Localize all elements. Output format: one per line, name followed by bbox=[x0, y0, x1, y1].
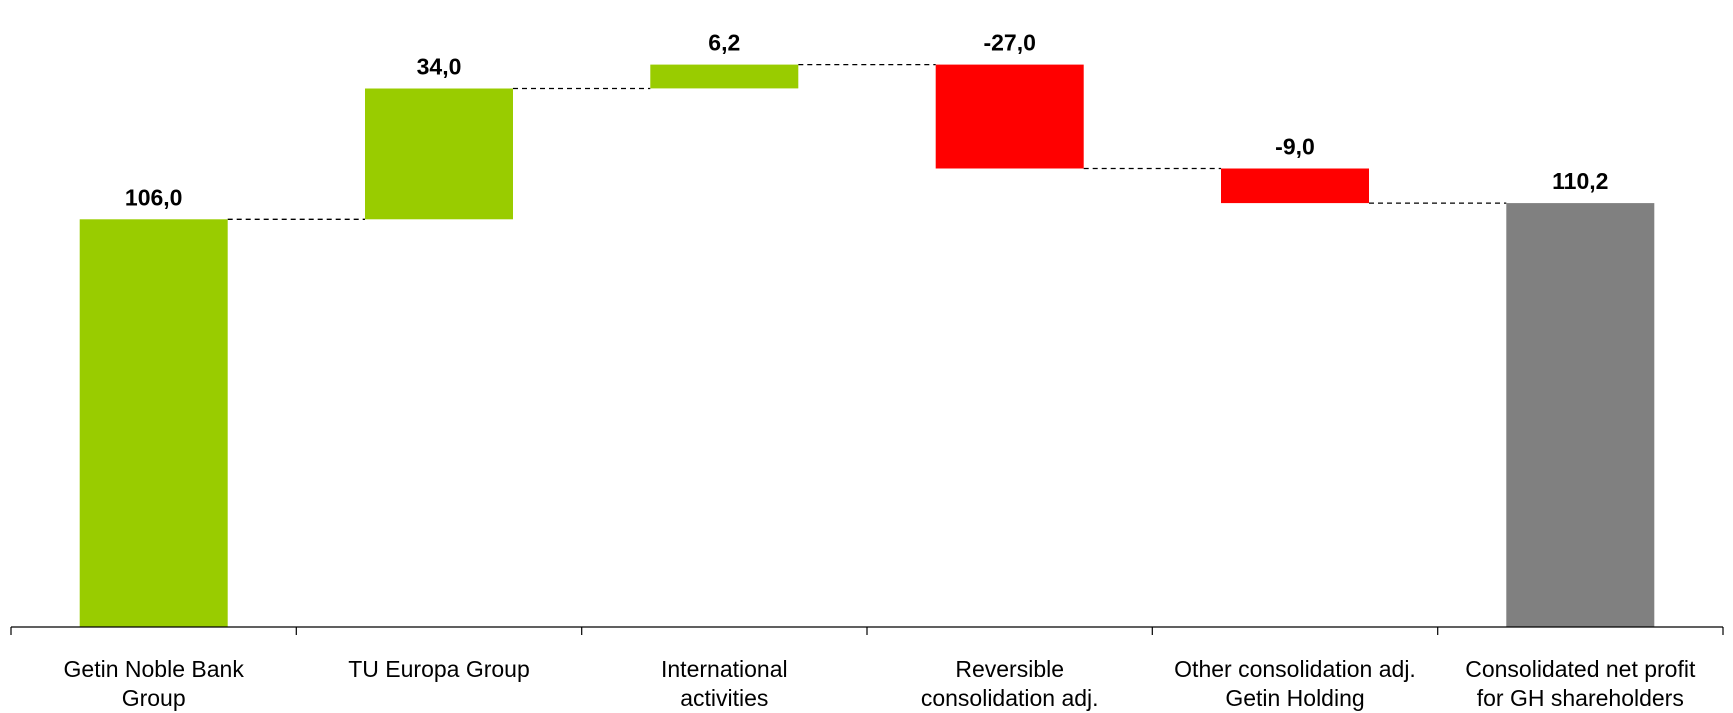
connector-lines bbox=[227, 63, 1507, 220]
value-label-3: 6,2 bbox=[708, 30, 740, 56]
category-label-4: Reversible consolidation adj. bbox=[921, 656, 1099, 711]
value-label-4: -27,0 bbox=[983, 30, 1035, 56]
category-label-5: Other consolidation adj. Getin Holding bbox=[1174, 656, 1416, 711]
value-label-1: 106,0 bbox=[125, 184, 183, 210]
bar-2 bbox=[365, 88, 513, 220]
bar-6 bbox=[1506, 203, 1655, 627]
bar-3 bbox=[650, 64, 799, 89]
x-axis bbox=[10, 626, 1724, 635]
bar-5 bbox=[1221, 168, 1369, 204]
category-label-3: International activities bbox=[661, 656, 788, 711]
value-labels-group: 106,0 34,0 6,2 -27,0 -9,0 110,2 bbox=[125, 30, 1609, 211]
bars-group bbox=[79, 64, 1655, 628]
category-label-1: Getin Noble Bank Group bbox=[64, 656, 245, 711]
category-labels-group: Getin Noble Bank Group TU Europa Group Inte… bbox=[64, 656, 1696, 711]
category-label-6: Consolidated net profit for GH shareholde… bbox=[1465, 656, 1696, 711]
bar-1 bbox=[79, 219, 228, 628]
bar-4 bbox=[935, 64, 1084, 169]
category-label-2: TU Europa Group bbox=[348, 656, 530, 682]
value-label-5: -9,0 bbox=[1275, 134, 1315, 160]
value-label-6: 110,2 bbox=[1552, 168, 1608, 194]
value-label-2: 34,0 bbox=[417, 54, 462, 80]
